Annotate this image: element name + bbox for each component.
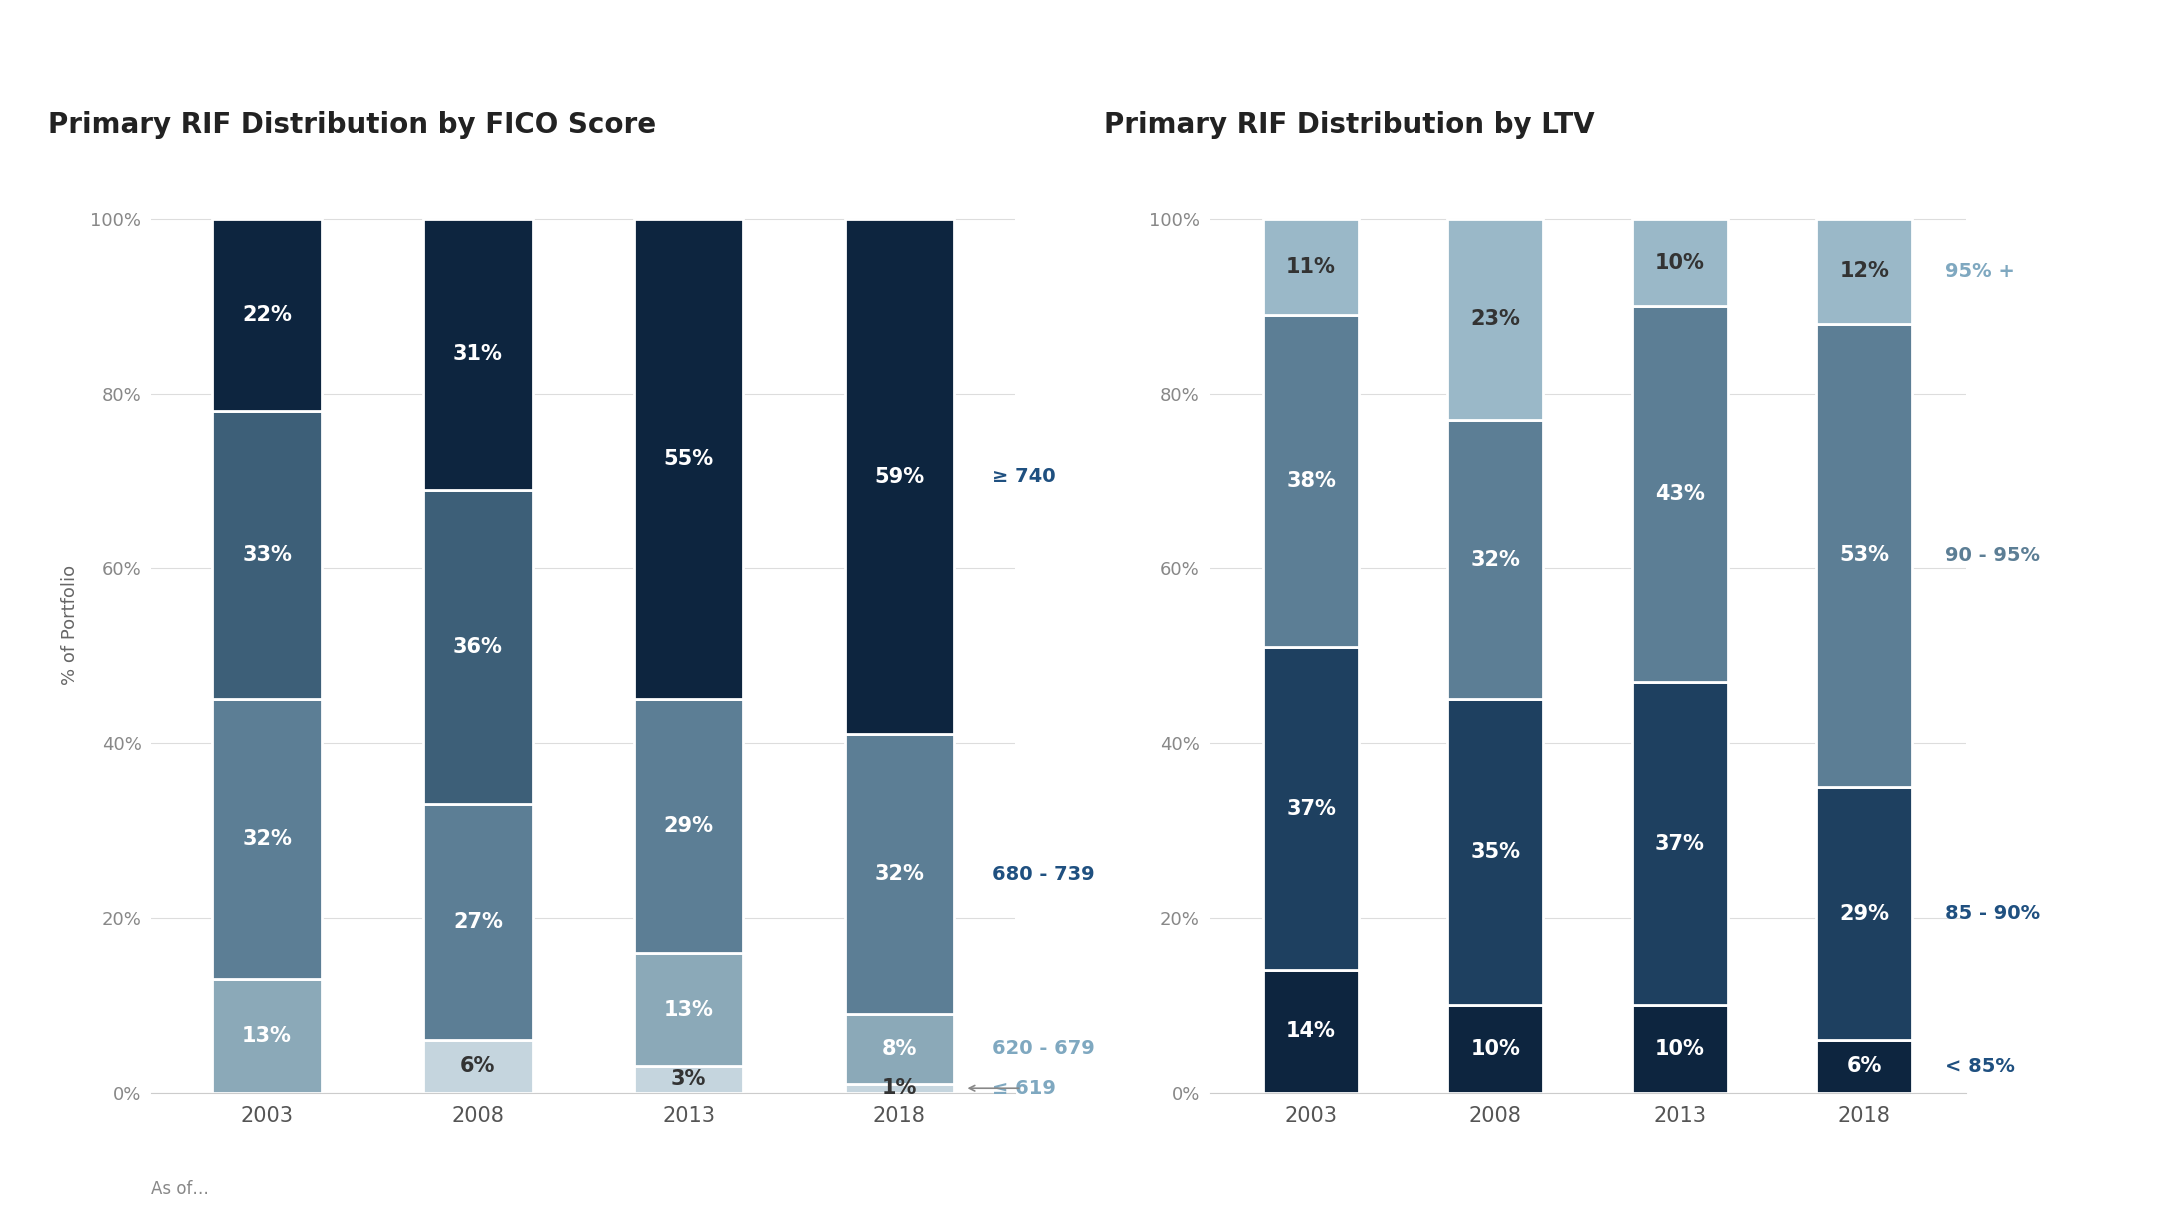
Bar bbox=[1817, 787, 1912, 1040]
Text: 35%: 35% bbox=[1471, 843, 1521, 862]
Text: 53%: 53% bbox=[1838, 545, 1890, 566]
Bar bbox=[1264, 647, 1359, 970]
Text: 14%: 14% bbox=[1285, 1021, 1335, 1042]
Bar bbox=[633, 699, 743, 953]
Text: 90 - 95%: 90 - 95% bbox=[1946, 546, 2041, 565]
Text: Primary RIF Distribution by FICO Score: Primary RIF Distribution by FICO Score bbox=[48, 110, 657, 138]
Text: 31%: 31% bbox=[454, 345, 503, 364]
Text: 13%: 13% bbox=[242, 1026, 292, 1045]
Text: 12%: 12% bbox=[1840, 261, 1890, 282]
Text: 85 - 90%: 85 - 90% bbox=[1946, 904, 2041, 923]
Bar bbox=[1264, 970, 1359, 1093]
Bar bbox=[423, 1040, 534, 1093]
Text: 10%: 10% bbox=[1655, 253, 1704, 273]
Text: 11%: 11% bbox=[1285, 257, 1335, 277]
Bar bbox=[1447, 219, 1544, 420]
Text: 32%: 32% bbox=[875, 864, 924, 884]
Text: 32%: 32% bbox=[1471, 550, 1521, 569]
Bar bbox=[1447, 1005, 1544, 1093]
Text: Primary RIF Distribution by LTV: Primary RIF Distribution by LTV bbox=[1104, 110, 1594, 138]
Bar bbox=[1631, 1005, 1728, 1093]
Bar bbox=[212, 699, 322, 978]
Bar bbox=[423, 219, 534, 489]
Text: 36%: 36% bbox=[454, 637, 503, 657]
Text: 620 - 679: 620 - 679 bbox=[991, 1039, 1095, 1059]
Bar bbox=[1631, 682, 1728, 1005]
Text: ≥ 740: ≥ 740 bbox=[991, 467, 1056, 486]
Text: 38%: 38% bbox=[1285, 471, 1335, 490]
Y-axis label: % of Portfolio: % of Portfolio bbox=[60, 566, 80, 685]
Bar bbox=[845, 1014, 955, 1084]
Bar bbox=[845, 219, 955, 734]
Text: 55%: 55% bbox=[663, 449, 713, 470]
Text: 23%: 23% bbox=[1471, 310, 1521, 329]
Bar bbox=[633, 1066, 743, 1093]
Bar bbox=[212, 412, 322, 699]
Bar bbox=[1817, 219, 1912, 324]
Bar bbox=[845, 1084, 955, 1093]
Text: 8%: 8% bbox=[881, 1039, 918, 1059]
Bar bbox=[1264, 219, 1359, 316]
Text: 6%: 6% bbox=[460, 1056, 495, 1077]
Text: 29%: 29% bbox=[663, 816, 713, 836]
Text: 33%: 33% bbox=[242, 545, 292, 566]
Text: 13%: 13% bbox=[663, 999, 713, 1020]
Text: 43%: 43% bbox=[1655, 484, 1704, 504]
Text: 29%: 29% bbox=[1838, 903, 1890, 924]
Text: 95% +: 95% + bbox=[1946, 262, 2015, 280]
Text: 32%: 32% bbox=[242, 829, 292, 850]
Bar bbox=[423, 489, 534, 805]
Bar bbox=[633, 219, 743, 699]
Bar bbox=[845, 734, 955, 1014]
Text: 59%: 59% bbox=[875, 466, 924, 487]
Text: < 85%: < 85% bbox=[1946, 1057, 2015, 1076]
Bar bbox=[212, 219, 322, 412]
Text: 10%: 10% bbox=[1471, 1039, 1521, 1059]
Bar bbox=[1447, 699, 1544, 1005]
Text: 37%: 37% bbox=[1655, 834, 1704, 853]
Text: 6%: 6% bbox=[1847, 1056, 1881, 1077]
Text: 10%: 10% bbox=[1655, 1039, 1704, 1059]
Bar bbox=[1817, 324, 1912, 787]
Text: As of…: As of… bbox=[151, 1180, 210, 1198]
Text: 22%: 22% bbox=[242, 305, 292, 325]
Bar bbox=[212, 978, 322, 1093]
Text: 27%: 27% bbox=[454, 912, 503, 932]
Text: 3%: 3% bbox=[672, 1070, 706, 1089]
Bar bbox=[1631, 306, 1728, 682]
Bar bbox=[1447, 420, 1544, 699]
Text: 1%: 1% bbox=[881, 1078, 918, 1099]
Text: 680 - 739: 680 - 739 bbox=[991, 864, 1095, 884]
Text: Mortgage Insurance Portfolio Characteristics: Mortgage Insurance Portfolio Characteris… bbox=[622, 28, 1538, 63]
Bar bbox=[1631, 219, 1728, 306]
Text: 37%: 37% bbox=[1285, 799, 1335, 818]
Bar bbox=[1817, 1040, 1912, 1093]
Text: ≤ 619: ≤ 619 bbox=[991, 1079, 1056, 1097]
Bar bbox=[633, 953, 743, 1066]
Bar bbox=[423, 805, 534, 1040]
Bar bbox=[1264, 316, 1359, 647]
